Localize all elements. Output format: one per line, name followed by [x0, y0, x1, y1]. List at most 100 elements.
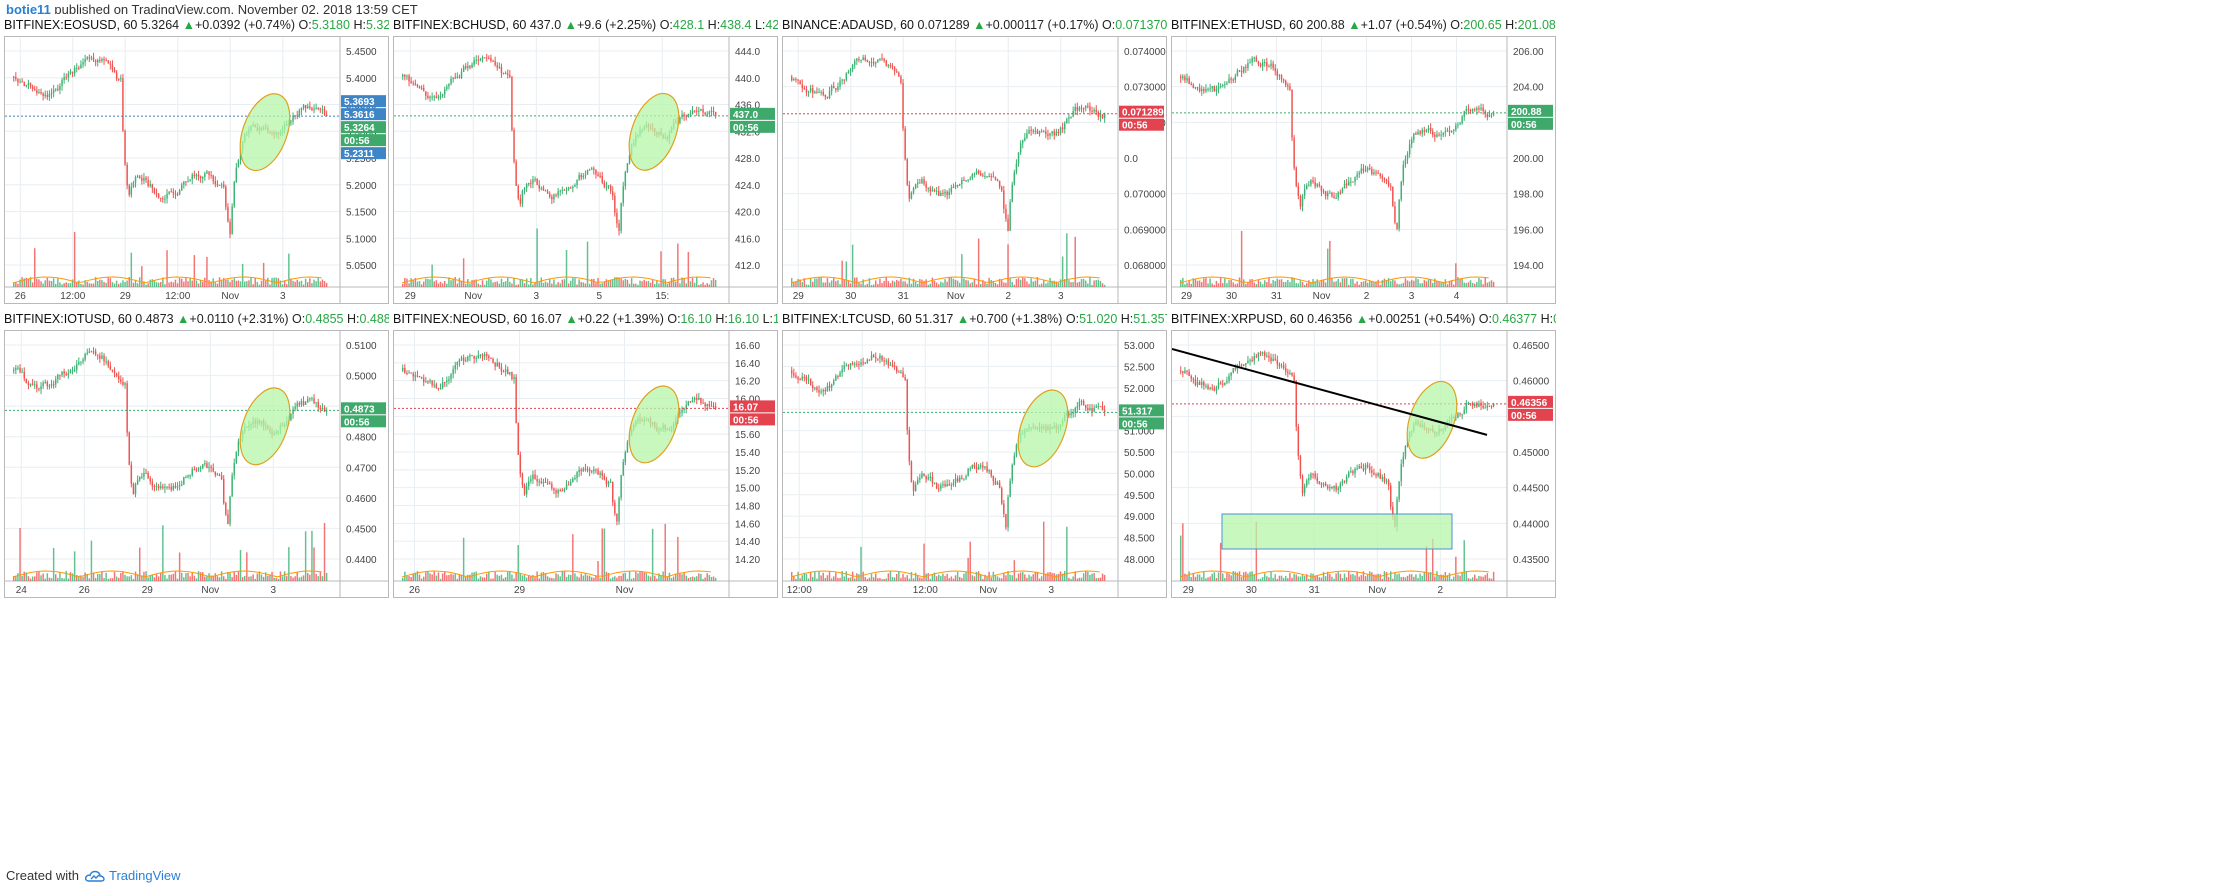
- svg-text:00:56: 00:56: [1122, 121, 1148, 132]
- y-axis-label: 0.46500: [1513, 341, 1550, 352]
- price-change: +9.6 (+2.25%): [577, 18, 657, 32]
- chart-header: BINANCE:ADAUSD, 60 0.071289 ▲+0.000117 (…: [782, 14, 1167, 36]
- price-change: +0.000117 (+0.17%): [985, 18, 1099, 32]
- svg-text:00:56: 00:56: [344, 136, 370, 147]
- x-axis-label: 29: [1183, 585, 1195, 596]
- chart-area[interactable]: 5.45005.40005.35005.30005.25005.20005.15…: [4, 36, 389, 304]
- symbol-label[interactable]: BITFINEX:XRPUSD, 60: [1171, 312, 1304, 326]
- chart-area[interactable]: 53.00052.50052.00051.50051.00050.50050.0…: [782, 330, 1167, 598]
- svg-text:437.0: 437.0: [733, 110, 758, 121]
- x-axis-label: 3: [1049, 585, 1055, 596]
- y-axis-label: 15.60: [735, 430, 760, 441]
- price-change: +0.0110 (+2.31%): [189, 312, 289, 326]
- volume-bars: [402, 228, 717, 287]
- y-axis-label: 0.068000: [1124, 261, 1166, 272]
- symbol-label[interactable]: BITFINEX:ETHUSD, 60: [1171, 18, 1303, 32]
- chart-panel-8: BITFINEX:XRPUSD, 60 0.46356 ▲+0.00251 (+…: [1171, 308, 1556, 606]
- symbol-label[interactable]: BITFINEX:BCHUSD, 60: [393, 18, 527, 32]
- volume-bars: [1180, 521, 1495, 581]
- y-axis-label: 0.070000: [1124, 190, 1166, 201]
- ohlc-label-o: O:: [659, 18, 673, 32]
- price-tag: 00:56: [730, 120, 775, 134]
- price-chart[interactable]: 16.6016.4016.2016.0015.8015.6015.4015.20…: [394, 331, 777, 597]
- y-axis-label: 0.4400: [346, 555, 377, 566]
- symbol-label[interactable]: BITFINEX:EOSUSD, 60: [4, 18, 138, 32]
- x-axis-label: 29: [514, 585, 526, 596]
- price-chart[interactable]: 0.51000.50000.49000.48000.47000.46000.45…: [5, 331, 388, 597]
- price-chart[interactable]: 53.00052.50052.00051.50051.00050.50050.0…: [783, 331, 1166, 597]
- chart-panel-2: BITFINEX:BCHUSD, 60 437.0 ▲+9.6 (+2.25%)…: [393, 14, 778, 312]
- last-price: 51.317: [915, 312, 954, 326]
- price-tag: 0.071289: [1119, 105, 1164, 119]
- x-axis-label: 3: [1409, 291, 1415, 302]
- chart-area[interactable]: 0.465000.460000.455000.450000.445000.440…: [1171, 330, 1556, 598]
- price-tag: 0.46356: [1508, 395, 1553, 409]
- y-axis-label: 48.000: [1124, 555, 1155, 566]
- price-change: +0.0392 (+0.74%): [194, 18, 296, 32]
- highlight-ellipse: [628, 92, 680, 171]
- y-axis-label: 0.43500: [1513, 555, 1550, 566]
- y-axis-label: 0.4700: [346, 463, 377, 474]
- symbol-label[interactable]: BITFINEX:IOTUSD, 60: [4, 312, 132, 326]
- price-chart[interactable]: 444.0440.0436.0432.0428.0424.0420.0416.0…: [394, 37, 777, 303]
- price-tag: 5.3264: [341, 121, 386, 134]
- volume-bars: [791, 233, 1106, 287]
- y-axis-label: 5.1000: [346, 234, 377, 245]
- author-name[interactable]: botje11: [6, 2, 51, 17]
- y-axis-label: 0.5100: [346, 341, 377, 352]
- chart-panel-6: BITFINEX:NEOUSD, 60 16.07 ▲+0.22 (+1.39%…: [393, 308, 778, 606]
- chart-area[interactable]: 16.6016.4016.2016.0015.8015.6015.4015.20…: [393, 330, 778, 598]
- y-axis-label: 0.073000: [1124, 83, 1166, 94]
- symbol-label[interactable]: BITFINEX:LTCUSD, 60: [782, 312, 912, 326]
- price-tag: 0.4873: [341, 402, 386, 415]
- x-axis-label: Nov: [979, 585, 997, 596]
- candles: [1180, 55, 1495, 232]
- price-change: +0.22 (+1.39%): [577, 312, 664, 326]
- x-axis-label: 26: [409, 585, 421, 596]
- y-axis-label: 0.4500: [346, 524, 377, 535]
- tradingview-link[interactable]: TradingView: [84, 866, 181, 886]
- x-axis-label: Nov: [616, 585, 634, 596]
- up-arrow-icon: ▲: [565, 312, 578, 326]
- ohlc-label-o: O:: [1478, 312, 1492, 326]
- y-axis-label: 48.500: [1124, 534, 1155, 545]
- price-chart[interactable]: 0.465000.460000.455000.450000.445000.440…: [1172, 331, 1555, 597]
- ohlc-value-o: 0.071370: [1115, 18, 1167, 32]
- y-axis-label: 204.00: [1513, 83, 1544, 94]
- svg-text:5.3693: 5.3693: [344, 97, 375, 108]
- x-axis-label: 31: [898, 291, 910, 302]
- trend-line[interactable]: [1172, 348, 1488, 436]
- ohlc-label-l: L:: [754, 18, 766, 32]
- price-chart[interactable]: 5.45005.40005.35005.30005.25005.20005.15…: [5, 37, 388, 303]
- footer: Created with TradingView: [6, 866, 181, 886]
- highlight-ellipse: [239, 93, 291, 172]
- y-axis-label: 53.000: [1124, 341, 1155, 352]
- highlight-ellipse: [239, 387, 291, 466]
- svg-text:16.07: 16.07: [733, 402, 758, 413]
- last-price: 5.3264: [140, 18, 180, 32]
- y-axis-label: 52.500: [1124, 362, 1155, 373]
- y-axis-label: 206.00: [1513, 47, 1544, 58]
- x-axis-label: 31: [1271, 291, 1283, 302]
- price-tag: 16.07: [730, 400, 775, 413]
- up-arrow-icon: ▲: [1355, 312, 1369, 326]
- svg-text:00:56: 00:56: [733, 123, 759, 134]
- chart-area[interactable]: 444.0440.0436.0432.0428.0424.0420.0416.0…: [393, 36, 778, 304]
- x-axis-label: 3: [271, 585, 277, 596]
- x-axis-label: 5: [597, 291, 603, 302]
- price-chart[interactable]: 206.00204.00202.00200.00198.00196.00194.…: [1172, 37, 1555, 303]
- symbol-label[interactable]: BITFINEX:NEOUSD, 60: [393, 312, 528, 326]
- symbol-label[interactable]: BINANCE:ADAUSD, 60: [782, 18, 914, 32]
- y-axis-label: 0.44000: [1513, 519, 1550, 530]
- x-axis-label: Nov: [201, 585, 219, 596]
- ohlc-label-o: O:: [1450, 18, 1464, 32]
- y-axis-label: 15.20: [735, 466, 760, 477]
- chart-header: BITFINEX:IOTUSD, 60 0.4873 ▲+0.0110 (+2.…: [4, 308, 389, 330]
- chart-area[interactable]: 0.0740000.0730000.0720000.00.0700000.069…: [782, 36, 1167, 304]
- chart-area[interactable]: 0.51000.50000.49000.48000.47000.46000.45…: [4, 330, 389, 598]
- publish-text: published on TradingView.com, November 0…: [54, 2, 418, 17]
- ohlc-value-h: 5.3265: [365, 18, 389, 32]
- price-chart[interactable]: 0.0740000.0730000.0720000.00.0700000.069…: [783, 37, 1166, 303]
- chart-area[interactable]: 206.00204.00202.00200.00198.00196.00194.…: [1171, 36, 1556, 304]
